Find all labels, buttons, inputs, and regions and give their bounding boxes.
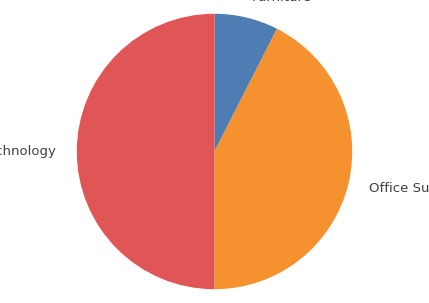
Wedge shape — [214, 29, 352, 289]
Text: Furniture: Furniture — [251, 0, 311, 4]
Text: Technology: Technology — [0, 145, 56, 158]
Text: Office Supplies: Office Supplies — [369, 182, 429, 195]
Wedge shape — [214, 14, 277, 152]
Wedge shape — [77, 14, 214, 289]
